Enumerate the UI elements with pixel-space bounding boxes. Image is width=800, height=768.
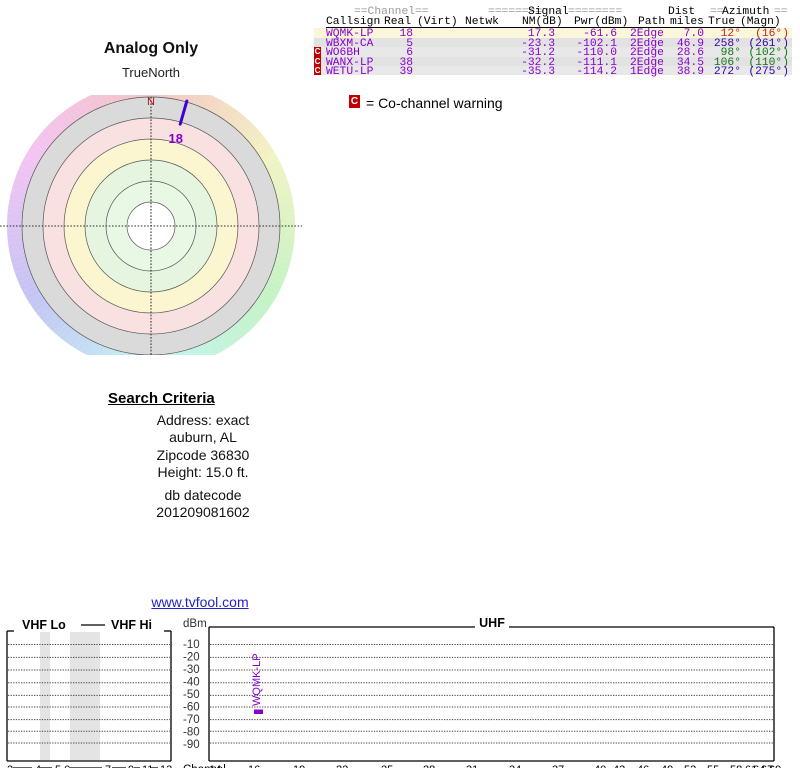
svg-text:-80: -80 bbox=[183, 727, 200, 739]
svg-text:49: 49 bbox=[661, 764, 673, 768]
svg-text:16: 16 bbox=[248, 764, 260, 768]
svg-text:-30: -30 bbox=[183, 664, 200, 676]
svg-text:25: 25 bbox=[381, 764, 393, 768]
svg-text:28: 28 bbox=[423, 764, 435, 768]
svg-text:31: 31 bbox=[466, 764, 478, 768]
svg-text:40: 40 bbox=[594, 764, 606, 768]
svg-text:19: 19 bbox=[293, 764, 305, 768]
svg-text:WQMK-LP: WQMK-LP bbox=[251, 653, 263, 706]
svg-text:69: 69 bbox=[769, 764, 781, 768]
svg-text:7: 7 bbox=[105, 764, 111, 768]
svg-text:VHF Lo: VHF Lo bbox=[22, 618, 66, 632]
svg-text:N: N bbox=[147, 96, 155, 108]
svg-text:37: 37 bbox=[552, 764, 564, 768]
svg-text:-10: -10 bbox=[183, 639, 200, 651]
svg-text:13: 13 bbox=[160, 764, 172, 768]
svg-text:46: 46 bbox=[637, 764, 649, 768]
svg-text:-70: -70 bbox=[183, 714, 200, 726]
svg-text:-60: -60 bbox=[183, 702, 200, 714]
svg-text:34: 34 bbox=[509, 764, 521, 768]
svg-text:9: 9 bbox=[128, 764, 134, 768]
svg-text:14: 14 bbox=[209, 764, 221, 768]
svg-text:55: 55 bbox=[707, 764, 719, 768]
svg-text:5: 5 bbox=[55, 764, 61, 768]
svg-text:UHF: UHF bbox=[479, 616, 505, 630]
svg-text:52: 52 bbox=[684, 764, 696, 768]
svg-text:22: 22 bbox=[336, 764, 348, 768]
svg-text:-50: -50 bbox=[183, 689, 200, 701]
svg-text:VHF Hi: VHF Hi bbox=[111, 618, 152, 632]
svg-text:18: 18 bbox=[169, 131, 183, 146]
svg-text:58: 58 bbox=[730, 764, 742, 768]
svg-text:-40: -40 bbox=[183, 677, 200, 689]
svg-text:-90: -90 bbox=[183, 739, 200, 751]
svg-text:dBm: dBm bbox=[183, 618, 207, 630]
svg-text:2: 2 bbox=[7, 764, 13, 768]
svg-text:43: 43 bbox=[613, 764, 625, 768]
svg-text:-20: -20 bbox=[183, 652, 200, 664]
